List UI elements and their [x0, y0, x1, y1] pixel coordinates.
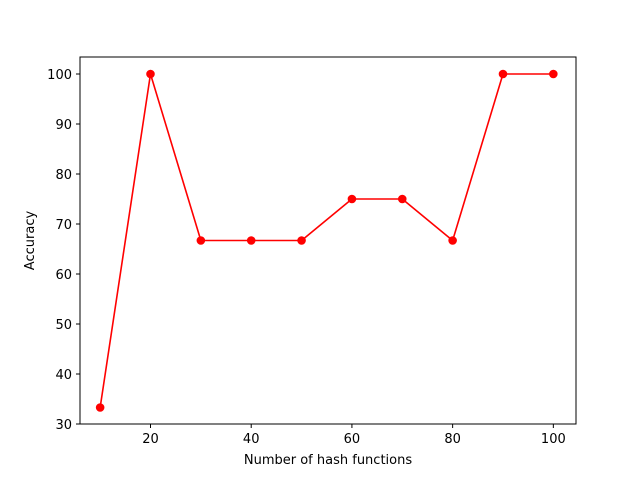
data-point	[297, 236, 306, 245]
x-tick-label: 60	[344, 432, 361, 447]
data-point	[196, 236, 206, 245]
data-point	[95, 403, 105, 412]
y-tick-label: 80	[55, 168, 72, 183]
x-axis-ticks: 20 40 60 80 100	[142, 424, 566, 447]
y-tick-label: 30	[55, 418, 72, 433]
data-point	[146, 69, 155, 79]
x-tick-label: 40	[243, 432, 260, 447]
series-line	[99, 73, 554, 408]
y-axis-ticks: 30 40 50 60 70 80 90 100	[47, 68, 80, 433]
y-tick-label: 70	[55, 218, 72, 233]
data-point	[246, 236, 256, 245]
data-point	[347, 194, 357, 204]
y-tick-label: 90	[55, 118, 72, 133]
plot-frame	[79, 56, 577, 425]
y-tick-label: 40	[55, 368, 72, 383]
y-tick-label: 100	[47, 68, 72, 83]
data-point	[498, 69, 508, 79]
x-axis-label: Number of hash functions	[244, 453, 412, 468]
y-tick-label: 50	[55, 318, 72, 333]
y-tick-label: 60	[55, 268, 72, 283]
data-point	[549, 69, 558, 79]
x-tick-label: 100	[541, 432, 566, 447]
series-layer	[95, 69, 558, 412]
x-tick-label: 80	[444, 432, 461, 447]
data-point	[448, 236, 457, 245]
data-point	[397, 194, 407, 204]
x-tick-label: 20	[142, 432, 159, 447]
y-axis-label: Accuracy	[23, 211, 38, 271]
